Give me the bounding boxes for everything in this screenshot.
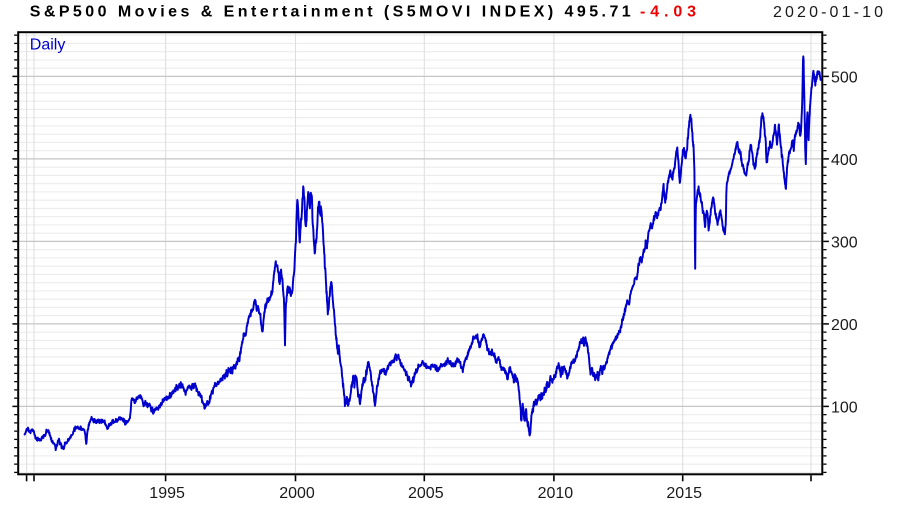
svg-text:300: 300: [831, 234, 858, 251]
svg-text:500: 500: [831, 69, 858, 86]
svg-text:400: 400: [831, 152, 858, 169]
svg-text:1995: 1995: [149, 485, 185, 502]
svg-text:2005: 2005: [408, 485, 444, 502]
svg-text:Daily: Daily: [30, 37, 66, 54]
svg-text:100: 100: [831, 399, 858, 416]
svg-text:200: 200: [831, 317, 858, 334]
svg-text:2000: 2000: [279, 485, 315, 502]
svg-text:2010: 2010: [538, 485, 574, 502]
svg-text:-4.03: -4.03: [640, 3, 696, 20]
svg-text:S&P500 Movies & Entertainment: S&P500 Movies & Entertainment (S5MOVI IN…: [30, 3, 631, 20]
svg-text:2015: 2015: [666, 485, 702, 502]
